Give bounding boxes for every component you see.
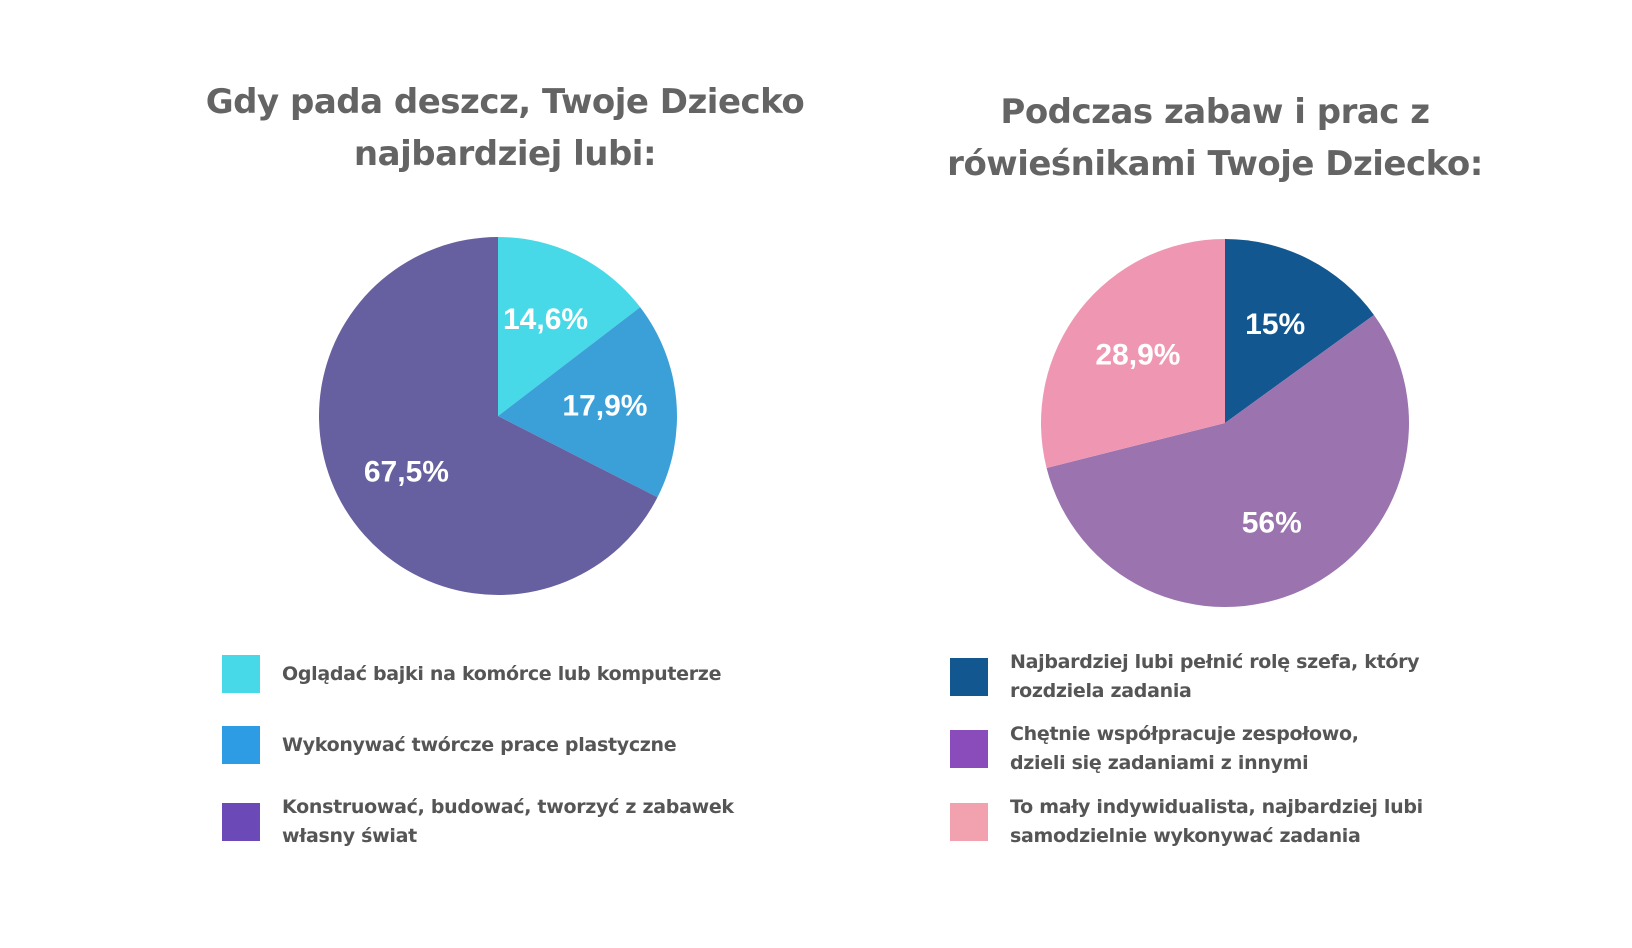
legend-label: Najbardziej lubi pełnić rolę szefa, któr… (1010, 648, 1420, 706)
legend-item-art: Wykonywać twórcze prace plastyczne (222, 726, 677, 764)
legend-item-individualist: To mały indywidualista, najbardziej lubi… (950, 793, 1423, 851)
pie-slice (318, 237, 658, 595)
chart-title-rain-line-2: najbardziej lubi: (353, 134, 657, 174)
legend-label-line: To mały indywidualista, najbardziej lubi (1010, 796, 1423, 818)
pie-slice (498, 307, 677, 498)
pie-slice (1225, 239, 1374, 423)
pie-slice (1041, 239, 1225, 468)
legend-label: Wykonywać twórcze prace plastyczne (282, 731, 677, 760)
chart-title-peers-line-1: Podczas zabaw i prac z (1000, 92, 1430, 132)
pie-slice-value-label: 14,6% (503, 303, 588, 336)
pie-slice-value-label: 28,9% (1095, 339, 1180, 372)
pie-chart-peers: 15% 56% 28,9% (1041, 239, 1409, 607)
legend-label-line: rozdziela zadania (1010, 680, 1192, 702)
legend-label-line: Chętnie współpracuje zespołowo, (1010, 723, 1359, 745)
chart-title-peers: Podczas zabaw i prac z rówieśnikami Twoj… (860, 86, 1570, 190)
legend-label-line: dzieli się zadaniami z innymi (1010, 752, 1309, 774)
pie-chart-rain: 14,6% 17,9% 67,5% (318, 237, 677, 595)
legend-swatch (950, 658, 988, 696)
chart-title-rain: Gdy pada deszcz, Twoje Dziecko najbardzi… (150, 76, 860, 180)
pie-slice (1046, 314, 1409, 607)
legend-peers: Najbardziej lubi pełnić rolę szefa, któr… (950, 648, 1510, 858)
legend-label: To mały indywidualista, najbardziej lubi… (1010, 793, 1423, 851)
legend-label-line: własny świat (282, 825, 417, 847)
pie-slice-value-label: 15% (1245, 308, 1305, 341)
legend-label-line: samodzielnie wykonywać zadania (1010, 825, 1361, 847)
legend-label-line: Wykonywać twórcze prace plastyczne (282, 733, 677, 756)
pie-slice-value-label: 56% (1242, 507, 1302, 540)
legend-swatch (950, 803, 988, 841)
legend-label: Konstruować, budować, tworzyć z zabawek … (282, 793, 734, 851)
chart-title-peers-line-2: rówieśnikami Twoje Dziecko: (947, 144, 1483, 184)
legend-label: Oglądać bajki na komórce lub komputerze (282, 660, 721, 689)
legend-label-line: Konstruować, budować, tworzyć z zabawek (282, 796, 734, 818)
legend-swatch (950, 730, 988, 768)
pie-slice-value-label: 17,9% (562, 390, 647, 423)
legend-item-building: Konstruować, budować, tworzyć z zabawek … (222, 793, 734, 851)
legend-item-teamwork: Chętnie współpracuje zespołowo, dzieli s… (950, 720, 1359, 778)
legend-item-leader: Najbardziej lubi pełnić rolę szefa, któr… (950, 648, 1420, 706)
legend-label-line: Oglądać bajki na komórce lub komputerze (282, 662, 722, 685)
pie-slice-value-label: 67,5% (364, 456, 449, 489)
legend-swatch (222, 726, 260, 764)
legend-rain: Oglądać bajki na komórce lub komputerze … (222, 655, 822, 865)
legend-item-cartoons: Oglądać bajki na komórce lub komputerze (222, 655, 721, 693)
legend-swatch (222, 655, 260, 693)
legend-label-line: Najbardziej lubi pełnić rolę szefa, któr… (1010, 651, 1420, 673)
pie-slice (498, 237, 641, 416)
legend-label: Chętnie współpracuje zespołowo, dzieli s… (1010, 720, 1359, 778)
chart-title-rain-line-1: Gdy pada deszcz, Twoje Dziecko (205, 82, 805, 122)
legend-swatch (222, 803, 260, 841)
